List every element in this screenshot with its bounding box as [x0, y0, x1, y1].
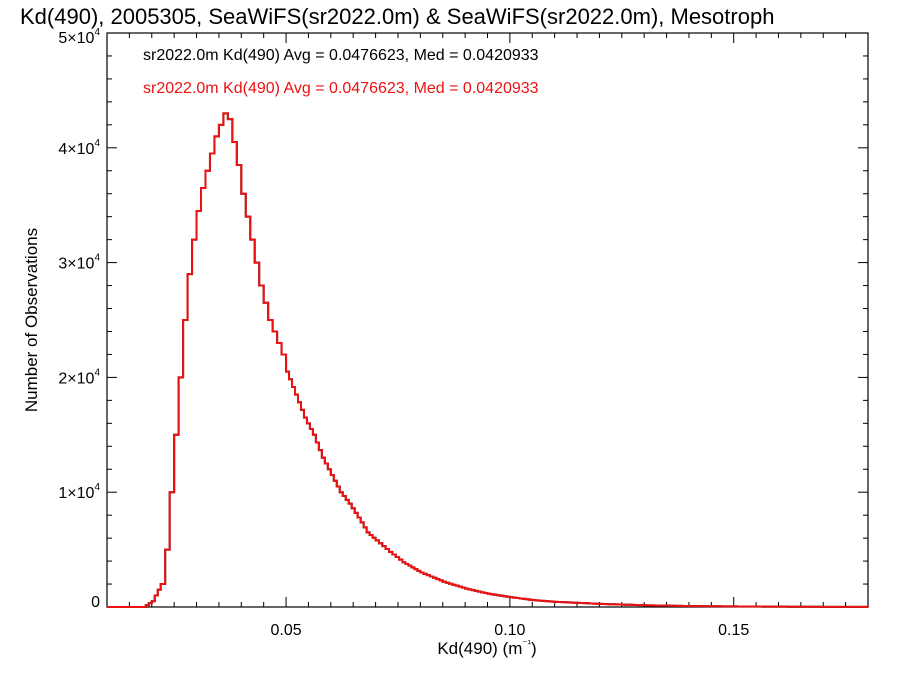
histogram-series-red — [107, 112, 869, 608]
y-tick-label: 5×104 — [58, 27, 100, 47]
chart-title: Kd(490), 2005305, SeaWiFS(sr2022.0m) & S… — [20, 4, 774, 29]
y-tick-label: 4×104 — [58, 138, 100, 158]
plot-frame — [106, 32, 869, 608]
stats-annotation-red: sr2022.0m Kd(490) Avg = 0.0476623, Med =… — [143, 80, 539, 97]
y-tick-label: 1×104 — [58, 482, 100, 502]
x-axis-label: Kd(490) (m⁻¹) — [437, 639, 536, 658]
plot-area: 0.05 0.10 0.15 0 1×104 2×104 3×104 4×104 5×104 — [58, 27, 869, 639]
x-axis: 0.05 0.10 0.15 — [128, 33, 869, 639]
x-tick-label: 0.10 — [494, 622, 525, 639]
x-tick-label: 0.15 — [718, 622, 749, 639]
y-axis: 0 1×104 2×104 3×104 4×104 5×104 — [58, 27, 868, 611]
stats-annotation-black: sr2022.0m Kd(490) Avg = 0.0476623, Med =… — [143, 47, 539, 64]
histogram-series-black — [107, 112, 869, 608]
y-tick-label: 0 — [91, 594, 100, 611]
y-tick-label: 2×104 — [58, 367, 100, 387]
y-tick-label: 3×104 — [58, 253, 100, 273]
y-axis-label: Number of Observations — [22, 228, 41, 412]
x-tick-label: 0.05 — [270, 622, 301, 639]
